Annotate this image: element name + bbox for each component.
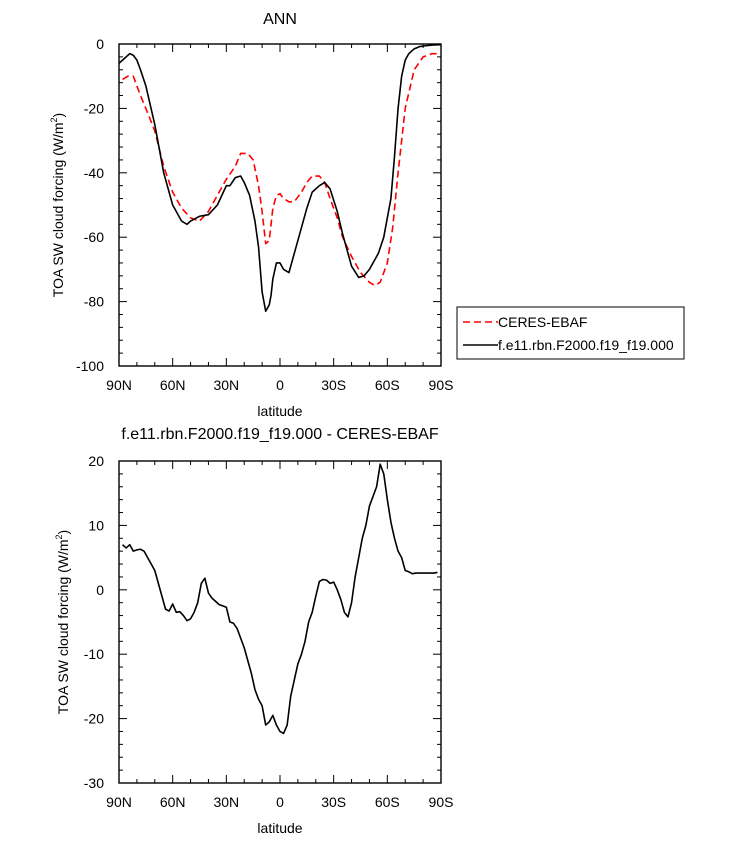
top-series-line-2 (118, 43, 442, 313)
top-x-tick-label: 30N (213, 377, 239, 393)
bottom-plot-frame (118, 460, 442, 784)
top-plot-frame (118, 43, 442, 367)
top-y-tick-label: -60 (84, 229, 104, 245)
bottom-y-axis-label: TOA SW cloud forcing (W/m2) (54, 530, 71, 714)
bottom-x-tick-label: 30N (213, 794, 239, 810)
bottom-series-group (122, 463, 438, 735)
top-x-tick-label: 60N (160, 377, 186, 393)
top-title: ANN (263, 11, 297, 28)
legend-label-model: f.e11.rbn.F2000.f19_f19.000 (498, 337, 674, 353)
bottom-panel: f.e11.rbn.F2000.f19_f19.000 - CERES-EBAF… (54, 426, 453, 836)
bottom-x-axis-label: latitude (257, 820, 302, 836)
bottom-ticks (118, 460, 442, 784)
top-x-tick-labels: 90N 60N 30N 0 30S 60S 90S (106, 377, 453, 393)
bottom-x-tick-label: 90S (429, 794, 454, 810)
bottom-x-tick-label: 30S (321, 794, 346, 810)
top-x-tick-label: 90N (106, 377, 132, 393)
bottom-x-tick-labels: 90N 60N 30N 0 30S 60S 90S (106, 794, 453, 810)
bottom-y-tick-labels: 20 10 0 -10 -20 -30 (84, 453, 104, 791)
top-x-tick-label: 90S (429, 377, 454, 393)
top-y-tick-label: -100 (76, 358, 104, 374)
legend-label-ceres: CERES-EBAF (498, 314, 587, 330)
bottom-x-tick-label: 60S (375, 794, 400, 810)
bottom-series-line-1 (122, 463, 438, 735)
bottom-title: f.e11.rbn.F2000.f19_f19.000 - CERES-EBAF (121, 426, 438, 443)
top-series-group (118, 43, 442, 313)
bottom-x-tick-label: 60N (160, 794, 186, 810)
bottom-y-tick-label: 0 (96, 582, 104, 598)
top-y-tick-label: -80 (84, 294, 104, 310)
bottom-y-tick-label: 10 (88, 517, 104, 533)
top-x-axis-label: latitude (257, 403, 302, 419)
bottom-x-tick-label: 0 (276, 794, 284, 810)
bottom-y-tick-label: -10 (84, 646, 104, 662)
top-y-tick-label: -40 (84, 165, 104, 181)
bottom-y-tick-label: 20 (88, 453, 104, 469)
legend: CERES-EBAF f.e11.rbn.F2000.f19_f19.000 (456, 306, 685, 360)
top-y-axis-label: TOA SW cloud forcing (W/m2) (49, 113, 66, 297)
top-y-tick-labels: 0 -20 -40 -60 -80 -100 (76, 36, 104, 374)
top-y-tick-label: -20 (84, 100, 104, 116)
top-series-line-1 (122, 52, 438, 287)
legend-box (456, 306, 685, 360)
top-y-tick-label: 0 (96, 36, 104, 52)
top-ticks (118, 43, 442, 367)
bottom-x-tick-label: 90N (106, 794, 132, 810)
top-panel: ANN 90N 60N 30N 0 30S 60S 90S 0 -20 -40 -60 -80 -10… (49, 11, 453, 419)
top-x-tick-label: 60S (375, 377, 400, 393)
bottom-y-tick-label: -30 (84, 775, 104, 791)
top-x-tick-label: 30S (321, 377, 346, 393)
bottom-y-tick-label: -20 (84, 711, 104, 727)
top-x-tick-label: 0 (276, 377, 284, 393)
